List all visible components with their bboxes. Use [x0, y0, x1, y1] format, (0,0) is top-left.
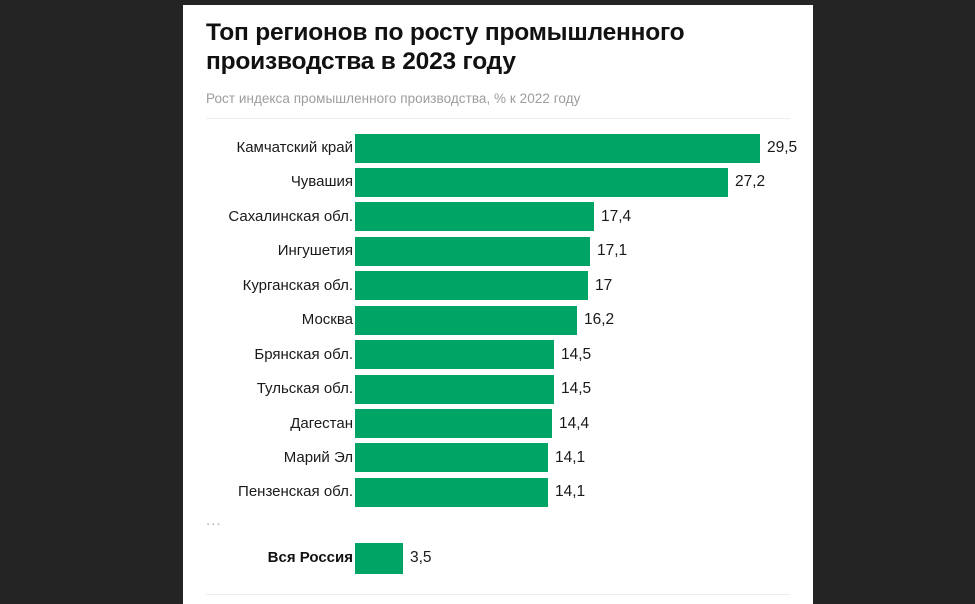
chart-bar-value: 17,4 [601, 207, 632, 225]
chart-row-label: Брянская обл. [254, 345, 353, 363]
chart-row-label: Камчатский край [236, 139, 353, 156]
chart-row: Дагестан 14,4 [183, 407, 813, 441]
chart-row: Пензенская обл. 14,1 [183, 475, 813, 509]
chart-bar [355, 340, 554, 370]
chart-bar-value: 14,5 [561, 345, 592, 363]
chart-bar [355, 167, 728, 197]
chart-bar-value: 14,5 [561, 380, 592, 398]
chart-bar [355, 409, 552, 438]
chart-total-bar-track: 3,5 [355, 538, 813, 578]
chart-row: Марий Эл 14,1 [183, 441, 813, 475]
chart-bar [355, 305, 577, 335]
chart-bar-value: 29,5 [767, 139, 798, 156]
chart-bar [355, 374, 554, 404]
chart-row-label: Ингушетия [277, 242, 353, 260]
chart-row-label: Дагестан [290, 414, 353, 432]
chart-bar-track: 14,5 [355, 372, 813, 406]
chart-total-label: Вся Россия [267, 548, 353, 566]
bar-chart-rows: Камчатский край 29,5 Чувашия 27,2 Сахалинска… [183, 131, 813, 578]
chart-bar-track: 14,4 [355, 407, 813, 441]
chart-bar [355, 202, 594, 232]
chart-total-bar [355, 542, 403, 574]
chart-row-label: Чувашия [290, 173, 353, 191]
chart-bar-value: 16,2 [584, 311, 615, 329]
chart-bar-value: 14,1 [555, 448, 586, 466]
chart-bar [355, 133, 760, 163]
chart-bar-value: 17,1 [597, 242, 628, 260]
chart-bar-track: 16,2 [355, 303, 813, 337]
chart-ellipsis-row: ... [183, 510, 813, 538]
chart-row: Ингушетия 17,1 [183, 234, 813, 268]
chart-row: Москва 16,2 [183, 303, 813, 337]
chart-subtitle: Рост индекса промышленного производства,… [206, 91, 581, 106]
chart-card-inner: Топ регионов по росту промышленного прои… [183, 5, 813, 604]
chart-bar-value: 27,2 [735, 173, 766, 191]
chart-row: Камчатский край 29,5 [183, 131, 813, 165]
chart-row: Курганская обл. 17 [183, 269, 813, 303]
chart-bar-track: 17,4 [355, 200, 813, 234]
chart-bar-track: 14,1 [355, 475, 813, 509]
chart-bar-track: 14,1 [355, 441, 813, 475]
chart-row-label: Курганская обл. [242, 276, 353, 294]
chart-bar [355, 271, 588, 301]
chart-row-label: Пензенская обл. [238, 483, 353, 501]
chart-bar-value: 17 [595, 276, 613, 294]
chart-ellipsis-label: ... [206, 511, 222, 529]
chart-bar [355, 477, 548, 507]
chart-row-label: Марий Эл [283, 448, 353, 466]
chart-total-value: 3,5 [410, 548, 432, 566]
chart-row: Брянская обл. 14,5 [183, 338, 813, 372]
chart-row: Чувашия 27,2 [183, 165, 813, 199]
chart-bar-value: 14,4 [559, 414, 590, 432]
chart-bar-track: 17,1 [355, 234, 813, 268]
chart-bar [355, 443, 548, 473]
chart-row-label: Тульская обл. [256, 380, 353, 398]
chart-row: Сахалинская обл. 17,4 [183, 200, 813, 234]
chart-bar [355, 236, 590, 266]
chart-bar-track: 29,5 [355, 131, 813, 165]
chart-bar-value: 14,1 [555, 483, 586, 501]
chart-bar-track: 17 [355, 269, 813, 303]
chart-bar-track: 27,2 [355, 165, 813, 199]
header-divider [206, 118, 790, 119]
page-title: Топ регионов по росту промышленного прои… [206, 19, 685, 75]
chart-card: Топ регионов по росту промышленного прои… [183, 5, 813, 604]
chart-total-row: Вся Россия 3,5 [183, 538, 813, 578]
chart-row-label: Москва [301, 311, 353, 329]
footer-divider [206, 594, 790, 595]
chart-bar-track: 14,5 [355, 338, 813, 372]
chart-row-label: Сахалинская обл. [228, 207, 353, 225]
chart-row: Тульская обл. 14,5 [183, 372, 813, 406]
